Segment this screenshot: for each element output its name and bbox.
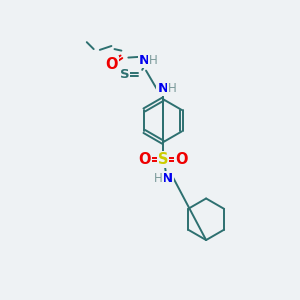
Text: H: H xyxy=(168,82,177,95)
Text: O: O xyxy=(138,152,151,167)
Text: S: S xyxy=(120,68,129,81)
Text: N: N xyxy=(162,172,173,185)
Text: H: H xyxy=(149,54,158,67)
Text: S: S xyxy=(158,152,168,167)
Text: N: N xyxy=(139,54,150,67)
Text: O: O xyxy=(105,57,118,72)
Text: H: H xyxy=(154,172,163,185)
Text: N: N xyxy=(158,82,169,95)
Text: O: O xyxy=(175,152,188,167)
